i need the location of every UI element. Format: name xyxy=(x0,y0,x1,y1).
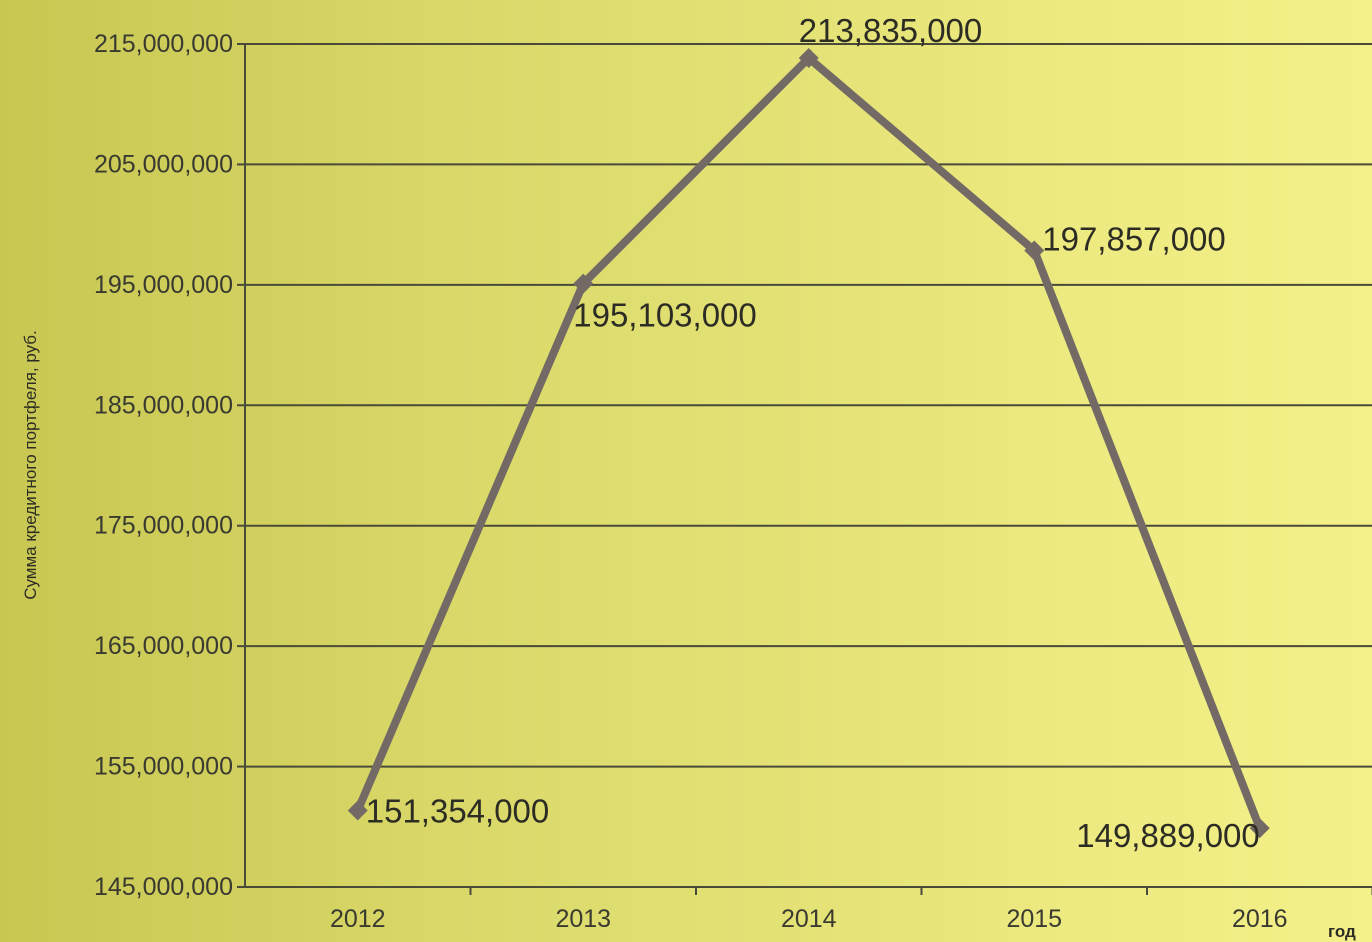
data-label: 197,857,000 xyxy=(1042,220,1226,257)
data-point xyxy=(347,800,368,821)
y-tick-label: 165,000,000 xyxy=(94,632,233,660)
y-tick-label: 155,000,000 xyxy=(94,753,233,781)
y-tick-label: 215,000,000 xyxy=(94,30,233,58)
x-tick-label: 2016 xyxy=(1232,905,1288,933)
y-axis-title: Сумма кредитного портфеля, руб. xyxy=(21,330,40,600)
x-axis-title: год xyxy=(1328,922,1356,941)
y-tick-labels: 145,000,000 155,000,000 165,000,000 175,000… xyxy=(94,30,233,901)
x-tick-label: 2013 xyxy=(555,905,611,933)
gridlines xyxy=(245,43,1372,768)
data-points xyxy=(347,48,1270,839)
data-point xyxy=(798,48,819,69)
x-tick-label: 2014 xyxy=(781,905,837,933)
data-label: 195,103,000 xyxy=(573,297,757,334)
x-tick-labels: 2012 2013 2014 2015 2016 xyxy=(330,905,1288,933)
x-tick-label: 2015 xyxy=(1006,905,1062,933)
axes xyxy=(237,43,1372,895)
y-tick-label: 145,000,000 xyxy=(94,873,233,901)
y-tick-label: 185,000,000 xyxy=(94,391,233,419)
series-line-group xyxy=(353,54,1264,833)
y-tick-label: 205,000,000 xyxy=(94,150,233,178)
data-point xyxy=(1024,240,1045,261)
data-labels: 151,354,000 195,103,000 213,835,000 197,857… xyxy=(366,12,1260,854)
data-point xyxy=(573,273,594,294)
data-label: 213,835,000 xyxy=(799,12,983,49)
data-label: 149,889,000 xyxy=(1076,817,1260,854)
x-tick-label: 2012 xyxy=(330,905,386,933)
data-point xyxy=(1249,818,1270,839)
series-line xyxy=(353,54,1264,833)
y-tick-label: 195,000,000 xyxy=(94,271,233,299)
data-label: 151,354,000 xyxy=(366,792,550,829)
y-tick-label: 175,000,000 xyxy=(94,512,233,540)
